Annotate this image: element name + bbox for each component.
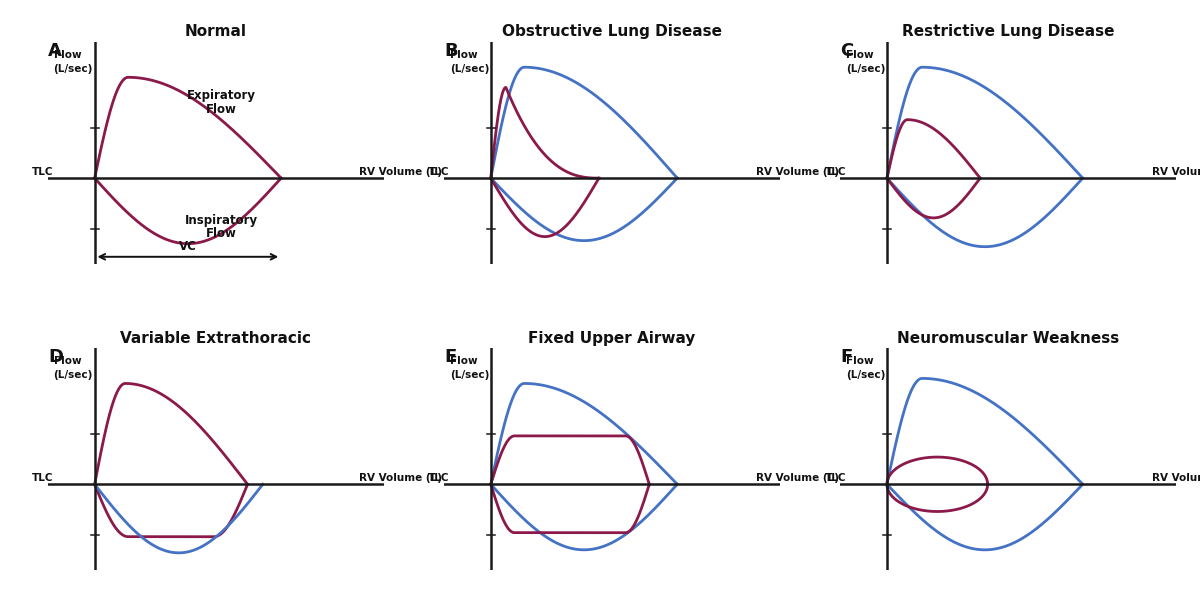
- Text: C: C: [840, 42, 853, 60]
- Text: RV Volume (L): RV Volume (L): [756, 167, 839, 177]
- Text: E: E: [444, 348, 456, 366]
- Text: TLC: TLC: [824, 167, 846, 177]
- Title: Variable Extrathoracic: Variable Extrathoracic: [120, 331, 311, 346]
- Text: Flow: Flow: [846, 50, 874, 60]
- Text: RV Volume (L): RV Volume (L): [1152, 473, 1200, 483]
- Text: VC: VC: [179, 240, 197, 253]
- Text: TLC: TLC: [428, 167, 450, 177]
- Text: Flow: Flow: [450, 50, 478, 60]
- Text: (L/sec): (L/sec): [54, 64, 92, 74]
- Text: Flow: Flow: [54, 50, 82, 60]
- Title: Obstructive Lung Disease: Obstructive Lung Disease: [502, 25, 722, 40]
- Text: RV Volume (L): RV Volume (L): [360, 473, 443, 483]
- Text: RV Volume (L): RV Volume (L): [360, 167, 443, 177]
- Title: Fixed Upper Airway: Fixed Upper Airway: [528, 331, 696, 346]
- Title: Normal: Normal: [185, 25, 247, 40]
- Text: RV Volume (L): RV Volume (L): [756, 473, 839, 483]
- Title: Restrictive Lung Disease: Restrictive Lung Disease: [902, 25, 1115, 40]
- Text: (L/sec): (L/sec): [450, 370, 490, 380]
- Text: (L/sec): (L/sec): [450, 64, 490, 74]
- Text: D: D: [48, 348, 64, 366]
- Text: (L/sec): (L/sec): [54, 370, 92, 380]
- Text: Flow: Flow: [54, 356, 82, 366]
- Text: (L/sec): (L/sec): [846, 64, 886, 74]
- Text: Flow: Flow: [206, 103, 236, 116]
- Text: RV Volume (L): RV Volume (L): [1152, 167, 1200, 177]
- Text: A: A: [48, 42, 62, 60]
- Text: B: B: [444, 42, 457, 60]
- Text: TLC: TLC: [824, 473, 846, 483]
- Text: Expiratory: Expiratory: [187, 89, 256, 103]
- Text: TLC: TLC: [32, 473, 54, 483]
- Text: F: F: [840, 348, 852, 366]
- Text: TLC: TLC: [428, 473, 450, 483]
- Text: Flow: Flow: [450, 356, 478, 366]
- Title: Neuromuscular Weakness: Neuromuscular Weakness: [898, 331, 1120, 346]
- Text: (L/sec): (L/sec): [846, 370, 886, 380]
- Text: Inspiratory: Inspiratory: [185, 214, 258, 227]
- Text: Flow: Flow: [846, 356, 874, 366]
- Text: Flow: Flow: [206, 227, 236, 239]
- Text: TLC: TLC: [32, 167, 54, 177]
